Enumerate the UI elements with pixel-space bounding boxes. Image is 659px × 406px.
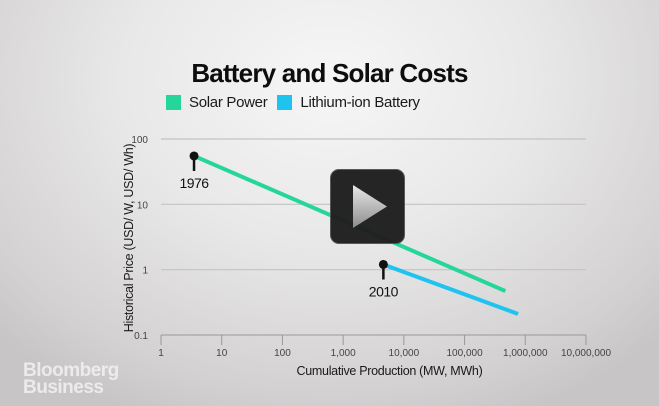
y-axis-label: Historical Price (USD/ W, USD/ Wh) xyxy=(122,143,136,333)
brand-line-1: Bloomberg xyxy=(23,360,119,381)
x-tick-label: 1 xyxy=(158,348,164,359)
x-tick-label: 10,000 xyxy=(389,348,420,359)
x-tick-label: 10 xyxy=(216,348,228,359)
annotation-marker xyxy=(189,151,199,161)
annotation-label: 2010 xyxy=(369,283,399,299)
legend-swatch-battery xyxy=(277,95,293,110)
legend-item-solar: Solar Power xyxy=(166,94,268,111)
legend-label-solar: Solar Power xyxy=(189,94,268,111)
x-tick-label: 100,000 xyxy=(446,348,483,359)
annotation-marker xyxy=(378,259,388,269)
series-line-battery xyxy=(382,262,519,316)
legend-swatch-solar xyxy=(166,95,181,110)
bloomberg-business-logo: Bloomberg Business xyxy=(23,360,119,398)
x-axis-label: Cumulative Production (MW, MWh) xyxy=(296,364,483,378)
x-tick-label: 1,000,000 xyxy=(503,348,548,359)
x-tick-label: 100 xyxy=(274,348,291,359)
y-tick-label: 1 xyxy=(142,266,148,277)
brand-line-2: Business xyxy=(23,377,104,398)
x-tick-label: 1,000 xyxy=(331,348,356,359)
y-tick-label: 100 xyxy=(131,135,148,146)
y-tick-label: 10 xyxy=(137,200,149,211)
annotation-label: 1976 xyxy=(179,175,209,191)
legend-item-battery: Lithium-ion Battery xyxy=(277,94,420,111)
legend-label-battery: Lithium-ion Battery xyxy=(300,94,420,111)
play-icon xyxy=(353,185,387,228)
chart-title: Battery and Solar Costs xyxy=(191,58,468,88)
play-button[interactable] xyxy=(330,169,405,244)
y-tick-label: 0.1 xyxy=(134,331,148,342)
legend: Solar Power Lithium-ion Battery xyxy=(166,94,430,111)
x-tick-label: 10,000,000 xyxy=(561,348,611,359)
